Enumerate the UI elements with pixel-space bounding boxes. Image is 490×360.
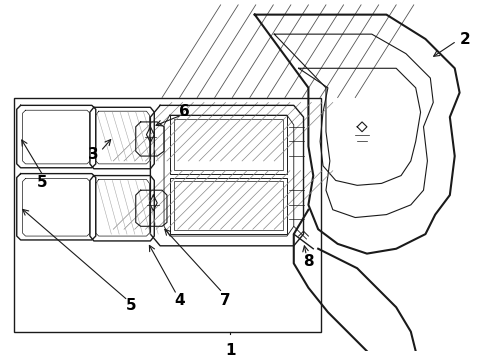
Bar [174, 119, 283, 170]
Bar [14, 98, 321, 332]
Text: 1: 1 [225, 343, 236, 358]
Text: 2: 2 [460, 32, 470, 46]
Text: 3: 3 [89, 147, 99, 162]
Text: 6: 6 [179, 104, 190, 119]
Text: 4: 4 [174, 293, 185, 308]
Text: 5: 5 [125, 298, 136, 313]
Bar [174, 181, 283, 230]
Bar [170, 115, 287, 174]
Text: 5: 5 [37, 175, 48, 190]
Text: 8: 8 [303, 254, 314, 269]
Bar [170, 177, 287, 234]
Text: 7: 7 [220, 293, 231, 308]
